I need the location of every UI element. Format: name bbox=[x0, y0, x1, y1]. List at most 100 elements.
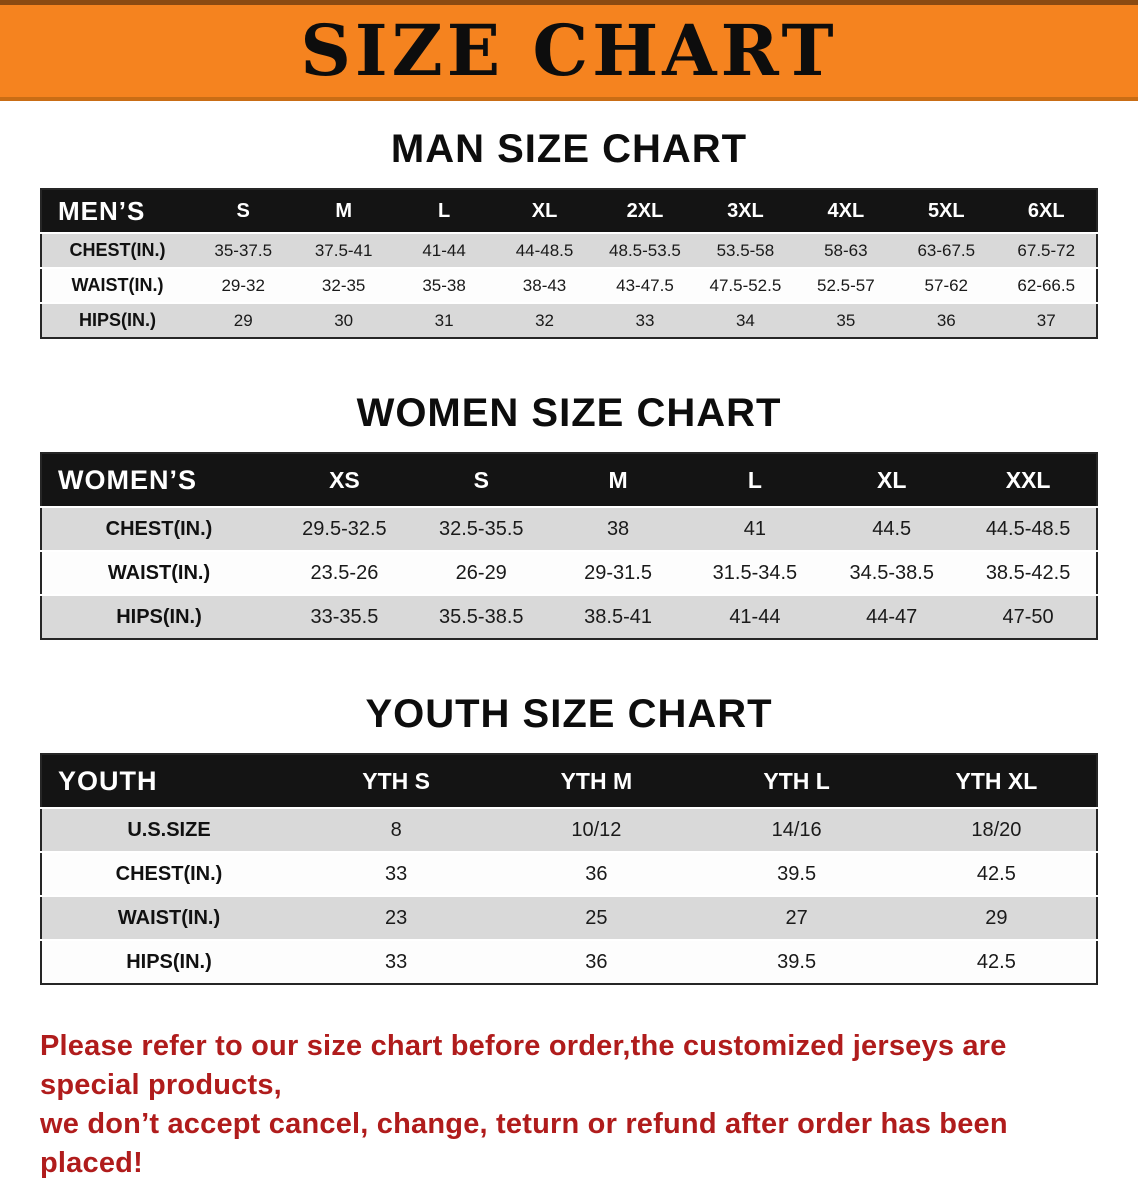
size-column-header: S bbox=[473, 466, 489, 493]
measurement-row-label: CHEST(IN.) bbox=[69, 240, 166, 260]
disclaimer-line-2: we don’t accept cancel, change, teturn o… bbox=[40, 1108, 1008, 1180]
size-value-cell: 48.5-53.5 bbox=[609, 240, 681, 260]
measurement-row: WAIST(IN.) 23.5-26 26-29 29-31.5 31.5-34.5 34… bbox=[41, 551, 1097, 595]
size-value-cell: 52.5-57 bbox=[817, 275, 875, 295]
size-value-cell: 38.5-42.5 bbox=[985, 561, 1071, 584]
size-value-cell: 32.5-35.5 bbox=[438, 517, 524, 540]
womens-size-table: WOMEN’S XS S M L XL XXL CHEST(IN.) 29.5-32.5 32.5… bbox=[40, 452, 1098, 640]
size-column-header: L bbox=[437, 199, 451, 222]
size-value-cell: 41 bbox=[743, 517, 767, 540]
mens-header-row: MEN’S S M L XL 2XL 3XL 4XL 5XL 6XL bbox=[41, 189, 1097, 233]
size-value-cell: 29-32 bbox=[221, 275, 265, 295]
size-column-header: L bbox=[747, 466, 762, 493]
size-value-cell: 37.5-41 bbox=[314, 240, 373, 260]
measurement-row: HIPS(IN.) 33 36 39.5 42.5 bbox=[41, 940, 1097, 984]
mens-size-table: MEN’S S M L XL 2XL 3XL 4XL 5XL 6XL CHEST(IN.) 35-37… bbox=[40, 188, 1098, 339]
size-value-cell: 44.5 bbox=[872, 517, 912, 540]
size-column-header: XXL bbox=[1005, 466, 1051, 493]
size-value-cell: 10/12 bbox=[571, 818, 622, 841]
size-value-cell: 29 bbox=[985, 906, 1008, 929]
measurement-row-label: WAIST(IN.) bbox=[117, 906, 221, 929]
size-value-cell: 14/16 bbox=[771, 818, 822, 841]
size-value-cell: 38.5-41 bbox=[584, 605, 652, 628]
banner-title: SIZE CHART bbox=[300, 9, 838, 92]
size-column-header: S bbox=[236, 199, 250, 222]
size-value-cell: 35 bbox=[836, 310, 856, 330]
size-value-cell: 47-50 bbox=[1002, 605, 1054, 628]
size-column-header: M bbox=[335, 199, 352, 222]
size-column-header: YTH L bbox=[763, 767, 830, 794]
size-column-header: 5XL bbox=[927, 199, 965, 222]
size-column-header: YTH XL bbox=[955, 767, 1038, 794]
size-value-cell: 29.5-32.5 bbox=[302, 517, 387, 540]
size-value-cell: 32 bbox=[535, 310, 554, 330]
size-value-cell: 44.5-48.5 bbox=[985, 517, 1071, 540]
size-value-cell: 37 bbox=[1036, 310, 1056, 330]
measurement-row-label: HIPS(IN.) bbox=[126, 950, 212, 973]
size-value-cell: 63-67.5 bbox=[917, 240, 976, 260]
size-column-header: YTH S bbox=[362, 767, 430, 794]
measurement-row: CHEST(IN.) 35-37.5 37.5-41 41-44 44-48.5 48.5… bbox=[41, 233, 1097, 268]
size-value-cell: 34.5-38.5 bbox=[849, 561, 934, 584]
size-value-cell: 41-44 bbox=[422, 240, 466, 260]
youth-size-section: YOUTH SIZE CHART YOUTH YTH S YTH M YTH L YTH … bbox=[0, 692, 1138, 985]
size-value-cell: 58-63 bbox=[824, 240, 868, 260]
youth-group-label: YOUTH bbox=[58, 765, 158, 796]
mens-group-label: MEN’S bbox=[58, 195, 146, 226]
size-value-cell: 31 bbox=[434, 310, 454, 330]
size-value-cell: 53.5-58 bbox=[716, 240, 775, 260]
disclaimer-note: Please refer to our size chart before or… bbox=[40, 1027, 1098, 1184]
size-value-cell: 35-37.5 bbox=[214, 240, 273, 260]
size-value-cell: 18/20 bbox=[971, 818, 1022, 841]
size-value-cell: 30 bbox=[334, 310, 354, 330]
size-value-cell: 33 bbox=[385, 862, 408, 885]
womens-section-heading: WOMEN SIZE CHART bbox=[356, 391, 782, 435]
measurement-row-label: U.S.SIZE bbox=[127, 818, 211, 841]
size-column-header: XL bbox=[531, 199, 558, 222]
size-column-header: YTH M bbox=[560, 767, 633, 794]
sections: MAN SIZE CHART MEN’S S M L XL 2XL 3XL 4XL 5XL 6XL C… bbox=[0, 127, 1138, 985]
size-value-cell: 32-35 bbox=[321, 275, 366, 295]
measurement-row-label: WAIST(IN.) bbox=[71, 275, 164, 295]
measurement-row: CHEST(IN.) 33 36 39.5 42.5 bbox=[41, 852, 1097, 896]
size-value-cell: 29 bbox=[233, 310, 253, 330]
disclaimer-line-1: Please refer to our size chart before or… bbox=[40, 1030, 1007, 1102]
womens-group-label: WOMEN’S bbox=[58, 464, 197, 495]
size-value-cell: 36 bbox=[585, 862, 608, 885]
size-value-cell: 67.5-72 bbox=[1017, 240, 1076, 260]
size-value-cell: 38 bbox=[606, 517, 630, 540]
size-value-cell: 33 bbox=[635, 310, 655, 330]
size-value-cell: 42.5 bbox=[976, 862, 1016, 885]
size-value-cell: 33-35.5 bbox=[310, 605, 379, 628]
size-value-cell: 35-38 bbox=[422, 275, 466, 295]
size-value-cell: 36 bbox=[585, 950, 608, 973]
womens-size-section: WOMEN SIZE CHART WOMEN’S XS S M L XL XXL CHEST(I… bbox=[0, 391, 1138, 640]
size-value-cell: 26-29 bbox=[455, 561, 507, 584]
size-column-header: 3XL bbox=[727, 199, 764, 222]
size-value-cell: 27 bbox=[785, 906, 808, 929]
size-value-cell: 38-43 bbox=[522, 275, 567, 295]
size-value-cell: 43-47.5 bbox=[616, 275, 674, 295]
size-column-header: 4XL bbox=[827, 199, 865, 222]
size-value-cell: 47.5-52.5 bbox=[709, 275, 782, 295]
measurement-row: CHEST(IN.) 29.5-32.5 32.5-35.5 38 41 44.5 44.5… bbox=[41, 507, 1097, 551]
size-value-cell: 36 bbox=[936, 310, 956, 330]
size-value-cell: 44-48.5 bbox=[515, 240, 574, 260]
measurement-row-label: CHEST(IN.) bbox=[105, 517, 213, 540]
size-value-cell: 42.5 bbox=[976, 950, 1016, 973]
womens-header-row: WOMEN’S XS S M L XL XXL bbox=[41, 453, 1097, 507]
measurement-row: WAIST(IN.) 23 25 27 29 bbox=[41, 896, 1097, 940]
measurement-row-label: WAIST(IN.) bbox=[107, 561, 211, 584]
size-column-header: XS bbox=[329, 466, 360, 493]
size-value-cell: 31.5-34.5 bbox=[712, 561, 798, 584]
size-value-cell: 8 bbox=[390, 818, 402, 841]
measurement-row: HIPS(IN.) 33-35.5 35.5-38.5 38.5-41 41-44 44-… bbox=[41, 595, 1097, 639]
size-chart-banner: SIZE CHART bbox=[0, 0, 1138, 101]
youth-header-row: YOUTH YTH S YTH M YTH L YTH XL bbox=[41, 754, 1097, 808]
size-value-cell: 29-31.5 bbox=[584, 561, 652, 584]
size-value-cell: 44-47 bbox=[866, 605, 918, 628]
youth-size-table: YOUTH YTH S YTH M YTH L YTH XL U.S.SIZE 8 10/12… bbox=[40, 753, 1098, 985]
size-value-cell: 39.5 bbox=[777, 862, 817, 885]
size-column-header: 6XL bbox=[1027, 199, 1065, 222]
size-column-header: 2XL bbox=[626, 199, 664, 222]
